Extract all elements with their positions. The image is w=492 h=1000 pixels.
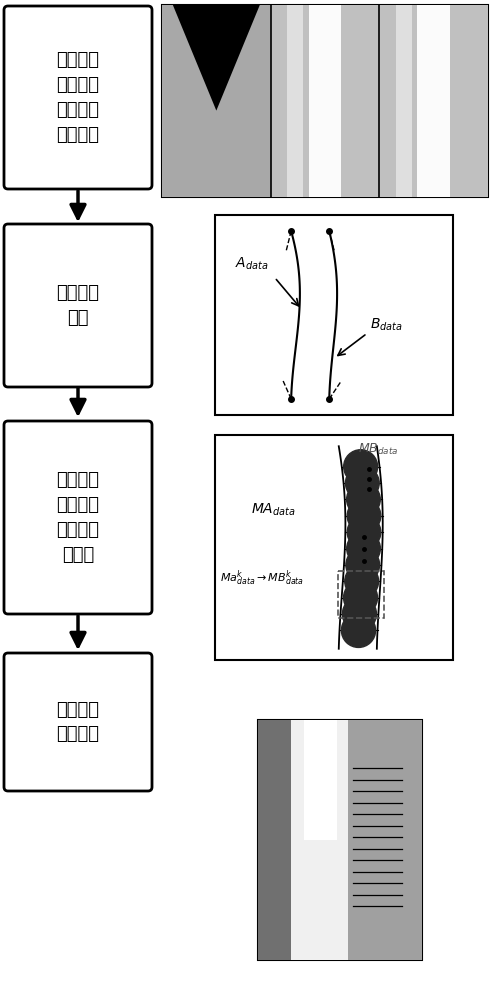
Circle shape — [343, 581, 377, 615]
FancyBboxPatch shape — [4, 653, 152, 791]
Text: $\mathit{A}_{data}$: $\mathit{A}_{data}$ — [235, 255, 268, 272]
Bar — [215, 435, 453, 660]
Bar — [308, 5, 341, 197]
Bar — [396, 5, 412, 197]
Bar — [162, 5, 488, 197]
FancyBboxPatch shape — [4, 6, 152, 189]
Bar — [417, 5, 450, 197]
Bar — [338, 571, 384, 618]
Bar — [379, 5, 488, 197]
Text: 选择两个
连续的带
有激波的
纹影图像: 选择两个 连续的带 有激波的 纹影图像 — [57, 51, 99, 144]
Text: 提取激波
边界: 提取激波 边界 — [57, 284, 99, 327]
Bar — [348, 720, 422, 960]
Text: 估算激波
传播速度: 估算激波 传播速度 — [57, 700, 99, 744]
Circle shape — [345, 466, 379, 500]
FancyBboxPatch shape — [4, 224, 152, 387]
Text: $\mathit{MA}_{data}$: $\mathit{MA}_{data}$ — [251, 502, 295, 518]
Circle shape — [347, 532, 380, 565]
Bar — [258, 720, 299, 960]
Circle shape — [346, 548, 380, 582]
Bar — [271, 5, 379, 197]
Bar — [287, 5, 303, 197]
Text: $\mathit{MB}_{data}$: $\mathit{MB}_{data}$ — [358, 442, 399, 457]
FancyBboxPatch shape — [4, 421, 152, 614]
Circle shape — [347, 483, 380, 516]
Bar — [291, 720, 348, 960]
Text: 确定激波
波面沿线
各点的传
播方向: 确定激波 波面沿线 各点的传 播方向 — [57, 471, 99, 564]
Text: $\mathit{B}_{data}$: $\mathit{B}_{data}$ — [370, 316, 403, 333]
Circle shape — [342, 597, 376, 631]
Circle shape — [345, 564, 379, 598]
Circle shape — [344, 450, 378, 484]
Bar — [215, 215, 453, 415]
Text: $\mathit{Ma}^k_{data}{\rightarrow}\mathit{MB}^k_{data}$: $\mathit{Ma}^k_{data}{\rightarrow}\mathi… — [220, 568, 304, 588]
Bar — [304, 720, 337, 840]
Bar — [162, 5, 271, 197]
Bar — [258, 720, 422, 960]
Circle shape — [341, 613, 375, 647]
Polygon shape — [173, 5, 260, 111]
Circle shape — [347, 499, 381, 533]
Circle shape — [347, 515, 381, 549]
